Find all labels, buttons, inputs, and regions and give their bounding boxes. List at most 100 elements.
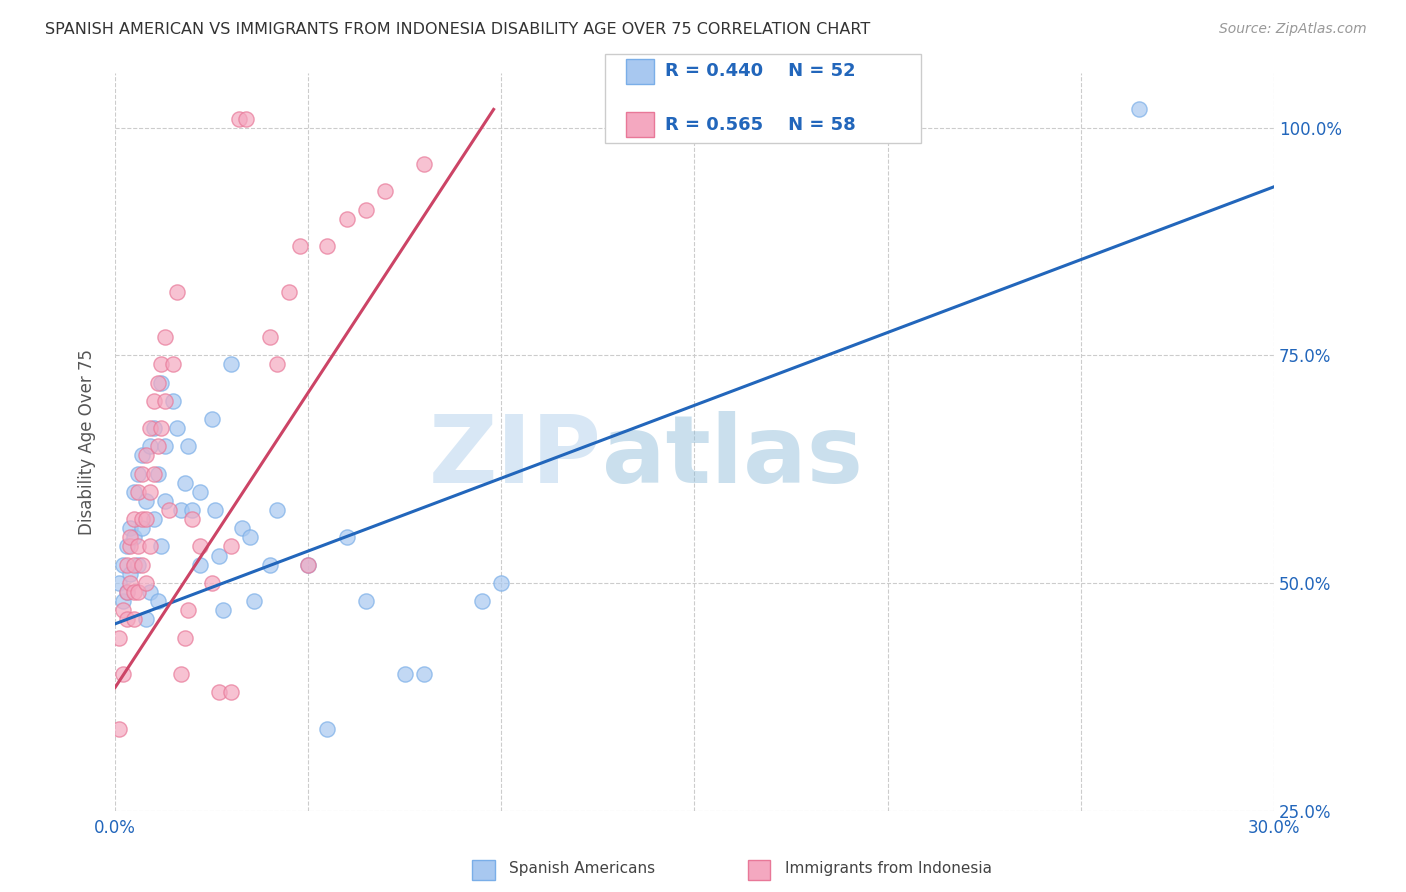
Point [124,512,146,526]
Point [181,512,204,526]
Point [259,330,281,344]
Point [170,667,193,681]
Point [212,603,235,617]
Point [336,211,359,226]
Text: atlas: atlas [602,410,863,502]
Point [155,330,177,344]
Point [146,376,169,390]
Text: R = 0.440    N = 52: R = 0.440 N = 52 [665,62,856,80]
Point [115,585,138,599]
Point [162,393,184,408]
Point [108,722,131,736]
Point [162,357,184,371]
Text: Spanish Americans: Spanish Americans [509,862,655,876]
Point [127,585,149,599]
Point [120,530,142,544]
Point [135,575,157,590]
Point [150,357,173,371]
Point [131,558,153,572]
Point [142,467,165,481]
Text: R = 0.565    N = 58: R = 0.565 N = 58 [665,116,856,134]
Point [297,558,319,572]
Point [139,484,162,499]
Point [135,612,157,626]
Point [146,439,169,453]
Point [336,530,359,544]
Point [115,558,138,572]
Point [139,439,162,453]
Point [142,421,165,435]
Point [127,540,149,554]
Point [131,521,153,535]
Point [235,112,257,126]
Y-axis label: Disability Age Over 75: Disability Age Over 75 [79,349,96,534]
Point [115,612,138,626]
Point [259,558,281,572]
Point [173,631,195,645]
Point [374,185,396,199]
Point [142,393,165,408]
Point [170,503,193,517]
Point [200,412,222,426]
Point [219,357,242,371]
Point [204,503,226,517]
Point [290,239,312,253]
Point [124,530,146,544]
Point [354,202,377,217]
Point [111,558,134,572]
Point [120,521,142,535]
Point [181,503,204,517]
Point [243,594,266,608]
Point [208,549,231,563]
Point [124,558,146,572]
Point [277,285,299,299]
Text: ZIP: ZIP [429,410,602,502]
Point [1128,103,1150,117]
Point [413,667,436,681]
Point [150,376,173,390]
Point [231,521,253,535]
Point [115,585,138,599]
Point [219,685,242,699]
Point [219,540,242,554]
Point [188,484,211,499]
Point [297,558,319,572]
Point [124,612,146,626]
Point [239,530,262,544]
Point [146,594,169,608]
Point [111,667,134,681]
Point [108,575,131,590]
Point [108,631,131,645]
Point [188,540,211,554]
Point [166,421,188,435]
Point [177,603,200,617]
Point [266,503,288,517]
Point [491,575,513,590]
Point [111,594,134,608]
Point [166,285,188,299]
Point [155,439,177,453]
Point [120,575,142,590]
Point [131,512,153,526]
Point [127,484,149,499]
Text: Source: ZipAtlas.com: Source: ZipAtlas.com [1219,22,1367,37]
Point [115,540,138,554]
Point [124,484,146,499]
Point [173,475,195,490]
Point [131,467,153,481]
Point [394,667,416,681]
Point [120,540,142,554]
Point [146,467,169,481]
Point [135,494,157,508]
Point [228,112,250,126]
Point [111,603,134,617]
Point [266,357,288,371]
Point [127,558,149,572]
Point [157,503,180,517]
Point [142,512,165,526]
Point [316,722,339,736]
Point [200,575,222,590]
Point [150,540,173,554]
Point [139,540,162,554]
Point [177,439,200,453]
